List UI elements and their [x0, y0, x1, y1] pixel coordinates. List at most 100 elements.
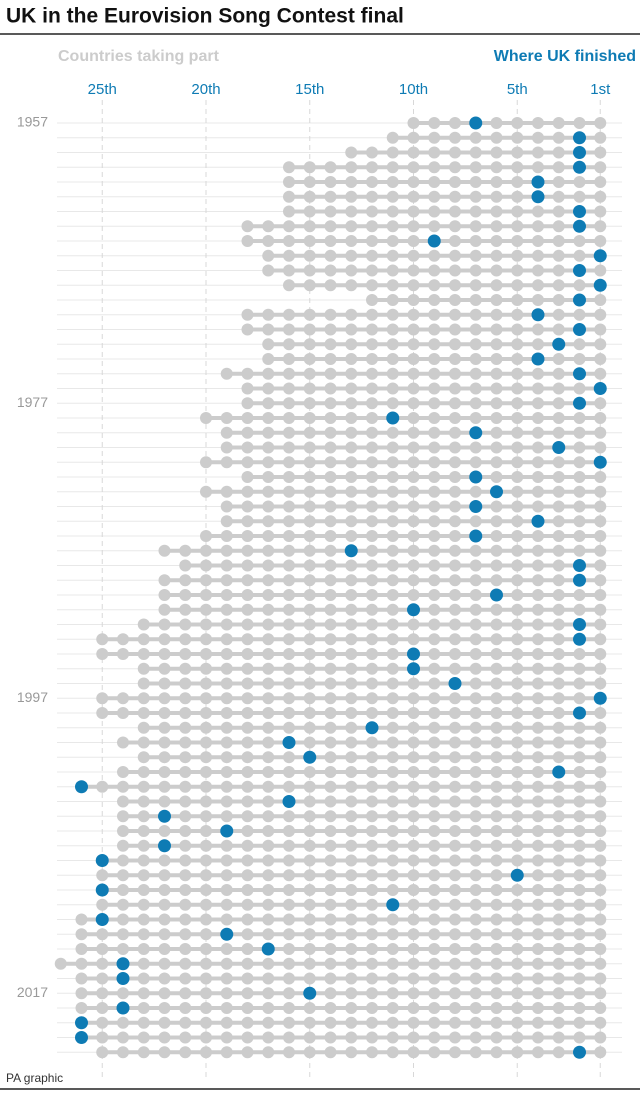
participant-dot: [407, 205, 420, 218]
participant-dot: [179, 898, 192, 911]
participant-dot: [449, 249, 461, 262]
participant-dot: [262, 928, 275, 941]
participant-dot: [262, 987, 275, 1000]
chart-title: UK in the Eurovision Song Contest final: [6, 5, 404, 28]
participant-dot: [220, 530, 233, 542]
uk-dot: [220, 927, 234, 941]
participant-dot: [428, 397, 441, 410]
participant-dot: [137, 692, 150, 705]
uk-dot: [573, 205, 586, 218]
participant-dot: [449, 898, 461, 911]
participant-dot: [96, 633, 109, 646]
participant-dot: [511, 515, 524, 528]
participant-dot: [469, 249, 482, 262]
participant-dot: [511, 943, 524, 955]
participant-dot: [552, 235, 565, 247]
participant-dot: [324, 677, 337, 690]
participant-dot: [532, 795, 544, 808]
participant-dot: [345, 338, 358, 351]
participant-dot: [303, 662, 316, 675]
participant-dot: [324, 308, 337, 321]
participant-dot: [428, 692, 441, 705]
participant-dot: [573, 928, 586, 941]
participant-dot: [366, 766, 378, 778]
participant-dot: [594, 574, 607, 587]
participant-dot: [220, 751, 233, 764]
uk-dot: [469, 116, 483, 130]
participant-dot: [220, 692, 233, 705]
participant-dot: [428, 677, 441, 690]
participant-dot: [490, 1031, 503, 1044]
participant-dot: [262, 780, 275, 793]
participant-dot: [220, 441, 233, 454]
participant-dot: [511, 633, 524, 646]
participant-dot: [303, 677, 316, 690]
participant-dot: [469, 220, 482, 233]
participant-row: [75, 972, 607, 985]
participant-dot: [283, 957, 295, 970]
uk-dot: [448, 677, 462, 690]
participant-dot: [283, 987, 295, 1000]
participant-dot: [552, 426, 565, 439]
participant-dot: [96, 869, 109, 882]
participant-dot: [552, 161, 565, 174]
participant-dot: [407, 559, 420, 572]
participant-dot: [324, 795, 337, 808]
participant-dot: [573, 795, 586, 808]
participant-dot: [324, 161, 337, 174]
participant-dot: [511, 500, 524, 513]
participant-dot: [345, 736, 358, 749]
participant-dot: [407, 264, 420, 277]
participant-dot: [594, 869, 607, 882]
participant-dot: [179, 766, 192, 778]
participant-dot: [407, 869, 420, 882]
participant-dot: [386, 810, 399, 823]
participant-dot: [511, 648, 524, 660]
participant-dot: [303, 205, 316, 218]
participant-dot: [573, 869, 586, 882]
participant-dot: [200, 795, 212, 808]
participant-dot: [594, 471, 607, 483]
participant-dot: [75, 987, 88, 1000]
participant-dot: [200, 913, 212, 926]
participant-dot: [262, 662, 275, 675]
participant-dot: [324, 943, 337, 955]
participant-dot: [200, 854, 212, 867]
uk-dot: [220, 824, 234, 838]
participant-dot: [449, 559, 461, 572]
participant-dot: [469, 913, 482, 926]
participant-dot: [303, 1002, 316, 1014]
participant-dot: [449, 338, 461, 351]
participant-dot: [179, 1046, 192, 1059]
participant-dot: [428, 190, 441, 203]
participant-dot: [96, 648, 109, 660]
participant-dot: [241, 323, 254, 336]
participant-dot: [532, 412, 544, 424]
participant-dot: [532, 618, 544, 631]
participant-dot: [200, 736, 212, 749]
participant-dot: [179, 854, 192, 867]
participant-dot: [366, 987, 378, 1000]
participant-row: [241, 220, 607, 233]
participant-dot: [241, 884, 254, 896]
participant-dot: [303, 353, 316, 365]
uk-dot: [531, 190, 545, 204]
participant-dot: [490, 1016, 503, 1029]
participant-dot: [532, 441, 544, 454]
participant-dot: [532, 146, 544, 159]
participant-dot: [158, 1016, 171, 1029]
participant-dot: [262, 648, 275, 660]
participant-dot: [366, 456, 378, 469]
participant-dot: [220, 780, 233, 793]
participant-dot: [137, 721, 150, 734]
participant-dot: [303, 279, 316, 292]
participant-dot: [428, 721, 441, 734]
participant-dot: [428, 928, 441, 941]
uk-dot: [95, 883, 109, 897]
participant-dot: [262, 839, 275, 852]
participant-dot: [117, 928, 129, 941]
participant-dot: [345, 839, 358, 852]
participant-dot: [469, 721, 482, 734]
participant-dot: [449, 190, 461, 203]
participant-row: [220, 500, 607, 513]
